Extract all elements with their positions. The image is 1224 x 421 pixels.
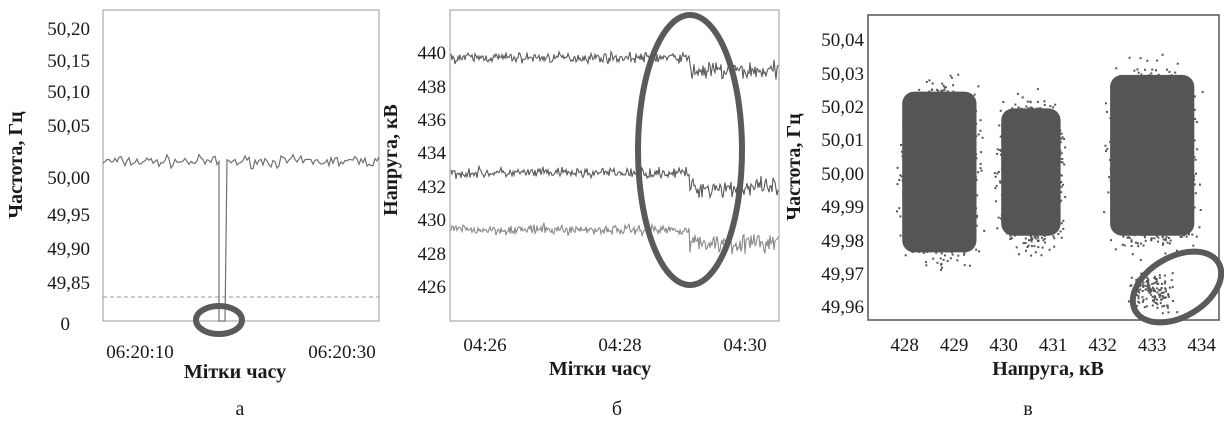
panel-c-low-freq-ellipse <box>1129 248 1224 326</box>
panel-a-ytick-8: 0 <box>61 314 71 335</box>
panel-a-xtick-0: 06:20:10 <box>106 342 174 363</box>
panel-c-ytick-2: 50,02 <box>821 97 864 118</box>
panel-b-xtick-1: 04:28 <box>598 335 641 356</box>
panel-c-xtick-5: 433 <box>1138 335 1167 356</box>
panel-b-step-ellipse <box>635 12 745 288</box>
panel-c-ytick-4: 50,00 <box>821 164 864 185</box>
panel-a-ytick-4: 50,00 <box>47 168 90 189</box>
panel-c-xtick-4: 432 <box>1088 335 1117 356</box>
panel-c-xlabel: Напруга, кВ <box>992 358 1104 380</box>
panel-b: 440 438 436 434 432 430 428 426 04:26 04… <box>380 9 780 420</box>
panel-b-ytick-5: 430 <box>418 210 447 231</box>
panel-b-ytick-7: 426 <box>418 277 447 298</box>
panel-a-xlabel: Мітки часу <box>184 361 286 383</box>
panel-a: 50,20 50,15 50,10 50,05 50,00 49,95 49,9… <box>5 9 380 420</box>
panel-b-frame <box>449 9 780 322</box>
panel-a-caption: а <box>236 398 245 420</box>
panel-c-ytick-5: 49,99 <box>821 197 864 218</box>
panel-b-ytick-0: 440 <box>418 43 447 64</box>
panel-b-xtick-2: 04:30 <box>723 335 766 356</box>
panel-b-ytick-3: 434 <box>418 143 447 164</box>
panel-a-ytick-3: 50,05 <box>47 116 90 137</box>
panel-b-ytick-1: 438 <box>418 77 447 98</box>
panel-c-ylabel: Частота, Гц <box>783 113 805 221</box>
panel-c-xtick-1: 429 <box>940 335 969 356</box>
panel-c-ytick-3: 50,01 <box>821 130 864 151</box>
panel-b-ytick-4: 432 <box>418 177 447 198</box>
panel-a-dip-circle <box>193 303 245 337</box>
panel-c-xtick-6: 434 <box>1187 335 1216 356</box>
panel-a-frequency-series <box>102 153 380 322</box>
panel-b-voltage-series-2 <box>450 164 779 200</box>
panel-c-ytick-0: 50,04 <box>821 30 864 51</box>
panel-c-caption: в <box>1023 398 1032 420</box>
panel-b-ytick-6: 428 <box>418 244 447 265</box>
panel-a-ytick-0: 50,20 <box>47 19 90 40</box>
panel-b-xlabel: Мітки часу <box>549 358 651 380</box>
panel-c-xtick-0: 428 <box>890 335 919 356</box>
panel-c: 50,04 50,03 50,02 50,01 50,00 49,99 49,9… <box>783 14 1224 420</box>
panel-a-ytick-1: 50,15 <box>47 51 90 72</box>
panel-a-ytick-2: 50,10 <box>47 82 90 103</box>
panel-c-frame <box>867 14 1220 321</box>
panel-a-ylabel: Частота, Гц <box>5 111 27 219</box>
panel-c-ytick-7: 49,97 <box>821 264 864 285</box>
panel-b-caption: б <box>612 398 622 420</box>
panel-c-scatter-points <box>896 53 1204 315</box>
panel-a-xtick-1: 06:20:30 <box>308 342 376 363</box>
panel-c-xtick-2: 430 <box>989 335 1018 356</box>
panel-b-ytick-2: 436 <box>418 110 447 131</box>
panel-a-frame <box>102 9 380 322</box>
panel-c-ytick-8: 49,96 <box>821 297 864 318</box>
panel-c-xtick-3: 431 <box>1039 335 1068 356</box>
panel-c-x-ticks: 428 429 430 431 432 433 434 <box>890 335 1216 356</box>
panel-a-ytick-6: 49,90 <box>47 239 90 260</box>
panel-a-ytick-7: 49,85 <box>47 273 90 294</box>
panel-a-ytick-5: 49,95 <box>47 205 90 226</box>
panel-c-ytick-1: 50,03 <box>821 64 864 85</box>
panel-b-ylabel: Напруга, кВ <box>380 104 402 216</box>
panel-c-ytick-6: 49,98 <box>821 231 864 252</box>
panel-b-voltage-series-1 <box>450 49 779 80</box>
panel-b-xtick-0: 04:26 <box>463 335 506 356</box>
panel-b-voltage-series-3 <box>450 222 779 255</box>
